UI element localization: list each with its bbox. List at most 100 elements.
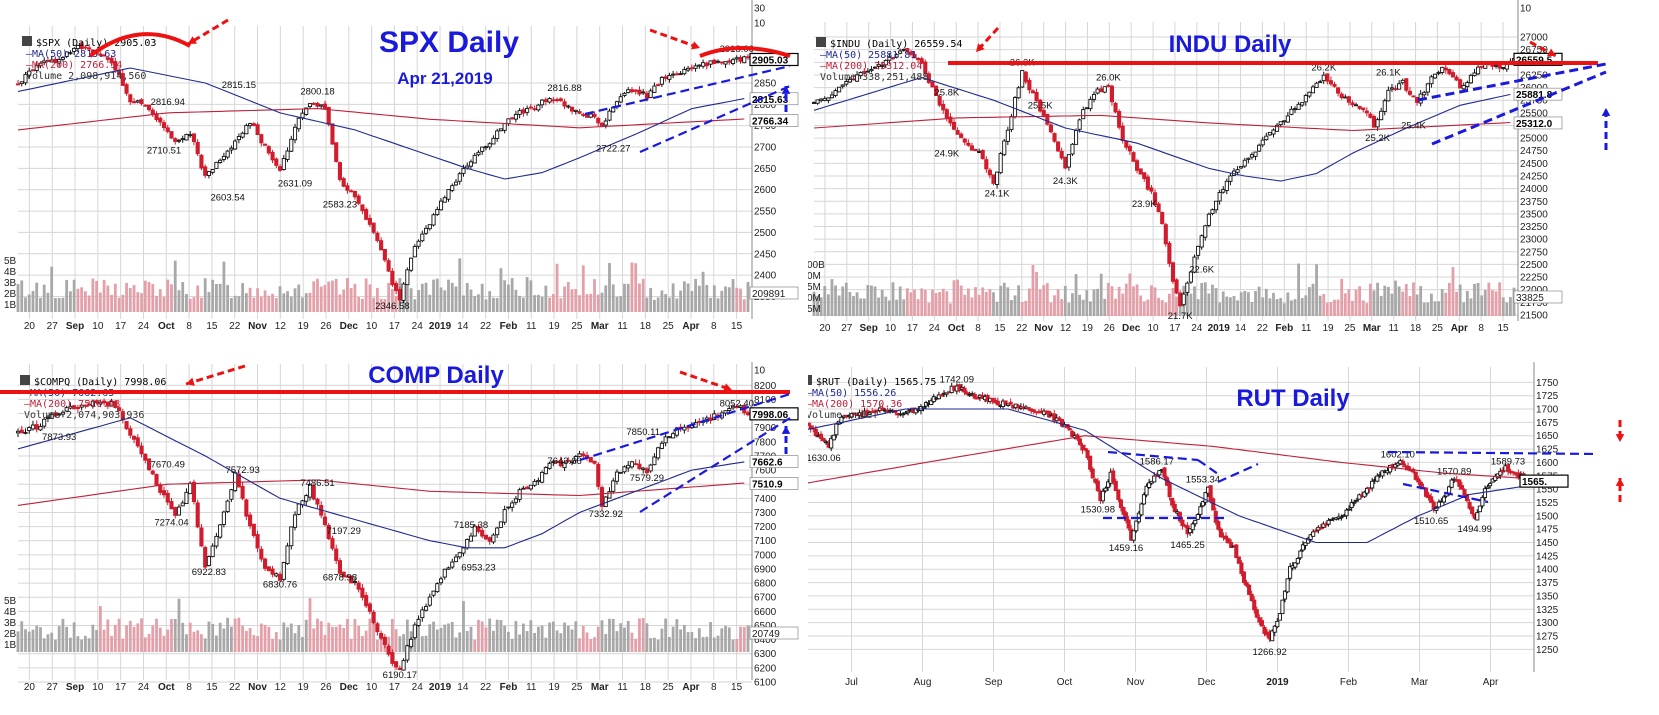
volume-bar — [521, 623, 525, 652]
candle-body — [1494, 64, 1499, 67]
candle-body — [929, 400, 934, 405]
volume-bar — [1254, 291, 1257, 316]
volume-bar — [927, 302, 931, 316]
candle-body — [1172, 503, 1177, 513]
volume-bar — [136, 292, 140, 312]
volume-bar — [357, 297, 361, 312]
volume-bar — [514, 621, 518, 652]
y-tick-label: 1725 — [1536, 391, 1559, 402]
volume-bar — [638, 283, 641, 312]
candle-body — [1026, 407, 1031, 410]
volume-bar — [1035, 271, 1038, 316]
volume-bar — [866, 285, 870, 316]
volume-bar — [20, 280, 24, 312]
volume-bar — [593, 637, 596, 652]
volume-bar — [211, 279, 215, 312]
candle-body — [872, 66, 878, 69]
volume-tick-label: 4B — [4, 607, 17, 618]
volume-bar — [342, 627, 346, 652]
volume-bar — [244, 630, 248, 652]
volume-bar — [895, 299, 898, 316]
candle-body — [1123, 512, 1129, 521]
trendline — [1197, 459, 1219, 475]
candle-body — [1285, 115, 1290, 123]
candle-body — [1318, 81, 1323, 84]
candle-body — [1285, 578, 1290, 593]
candle-body — [132, 435, 137, 440]
candle-body — [734, 405, 739, 409]
volume-bar — [1447, 283, 1451, 316]
candle-body — [727, 408, 732, 411]
y-tick-label: 1425 — [1536, 551, 1559, 562]
candle-body — [1465, 82, 1470, 88]
candle-body — [270, 568, 275, 575]
price-annotation: 2815.15 — [222, 80, 256, 91]
volume-bar — [192, 631, 196, 652]
candle-body — [19, 429, 24, 434]
candle-body — [1239, 165, 1244, 169]
candle-body — [1213, 510, 1218, 523]
volume-bar — [233, 618, 237, 652]
volume-bar — [1372, 290, 1376, 316]
candle-body — [855, 74, 860, 82]
volume-bar — [604, 634, 608, 652]
volume-bar — [477, 619, 480, 652]
price-annotation: 23.9K — [1132, 199, 1157, 210]
candle-body — [233, 140, 238, 150]
candle-body — [255, 534, 260, 549]
candle-body — [1077, 119, 1082, 130]
candle-body — [188, 482, 193, 495]
trendline — [639, 417, 791, 513]
volume-bar — [1067, 302, 1071, 316]
volume-bar — [619, 296, 623, 312]
candle-body — [1260, 139, 1265, 146]
rut-chart-svg: 1250127513001325135013751400142514501475… — [808, 362, 1625, 688]
candle-body — [704, 62, 709, 67]
volume-tick-label: 4B — [4, 267, 17, 278]
rut-daily-chart: 1250 1275 1300 1325 1350 1375 1400 1425 1450 1475… — [808, 362, 1659, 715]
volume-bar — [353, 283, 357, 312]
candle-body — [972, 393, 977, 399]
trendline — [1107, 450, 1199, 462]
candle-body — [1163, 224, 1168, 245]
volume-bar — [435, 278, 439, 312]
x-tick-label: 18 — [640, 321, 652, 332]
last-value-box — [749, 407, 799, 421]
volume-bar — [1476, 283, 1480, 316]
volume-bar — [372, 611, 376, 652]
candle-body — [1429, 496, 1434, 503]
volume-bar — [319, 621, 323, 652]
candle-body — [438, 200, 444, 211]
candle-body — [394, 661, 399, 668]
candle-body — [210, 545, 215, 558]
volume-bar — [244, 293, 248, 312]
last-value-box — [749, 477, 799, 490]
candle-body — [570, 106, 575, 112]
volume-bar — [988, 288, 992, 316]
volume-bar — [222, 261, 226, 312]
volume-bar — [334, 278, 338, 312]
candle-body — [442, 197, 447, 203]
volume-bar — [338, 624, 342, 652]
volume-bar — [566, 282, 570, 312]
volume-bar — [327, 281, 331, 312]
candle-body — [1047, 410, 1052, 418]
volume-bar — [121, 294, 125, 312]
volume-bar — [653, 299, 656, 312]
volume-bar — [1038, 289, 1042, 316]
x-tick-label: 10 — [885, 323, 897, 334]
y-tick-label: 10 — [1520, 4, 1532, 15]
volume-bar — [574, 621, 578, 652]
candle-body — [648, 464, 653, 472]
candle-body — [599, 487, 605, 507]
candle-body — [146, 104, 152, 111]
candle-body — [1404, 78, 1409, 91]
volume-bar — [837, 295, 841, 316]
candle-body — [1280, 599, 1285, 615]
volume-bar — [645, 297, 649, 312]
candle-body — [79, 43, 84, 50]
volume-bar — [1505, 302, 1509, 316]
candle-body — [1380, 470, 1385, 477]
candle-body — [158, 117, 163, 123]
y-tick-label: 6700 — [754, 593, 777, 604]
